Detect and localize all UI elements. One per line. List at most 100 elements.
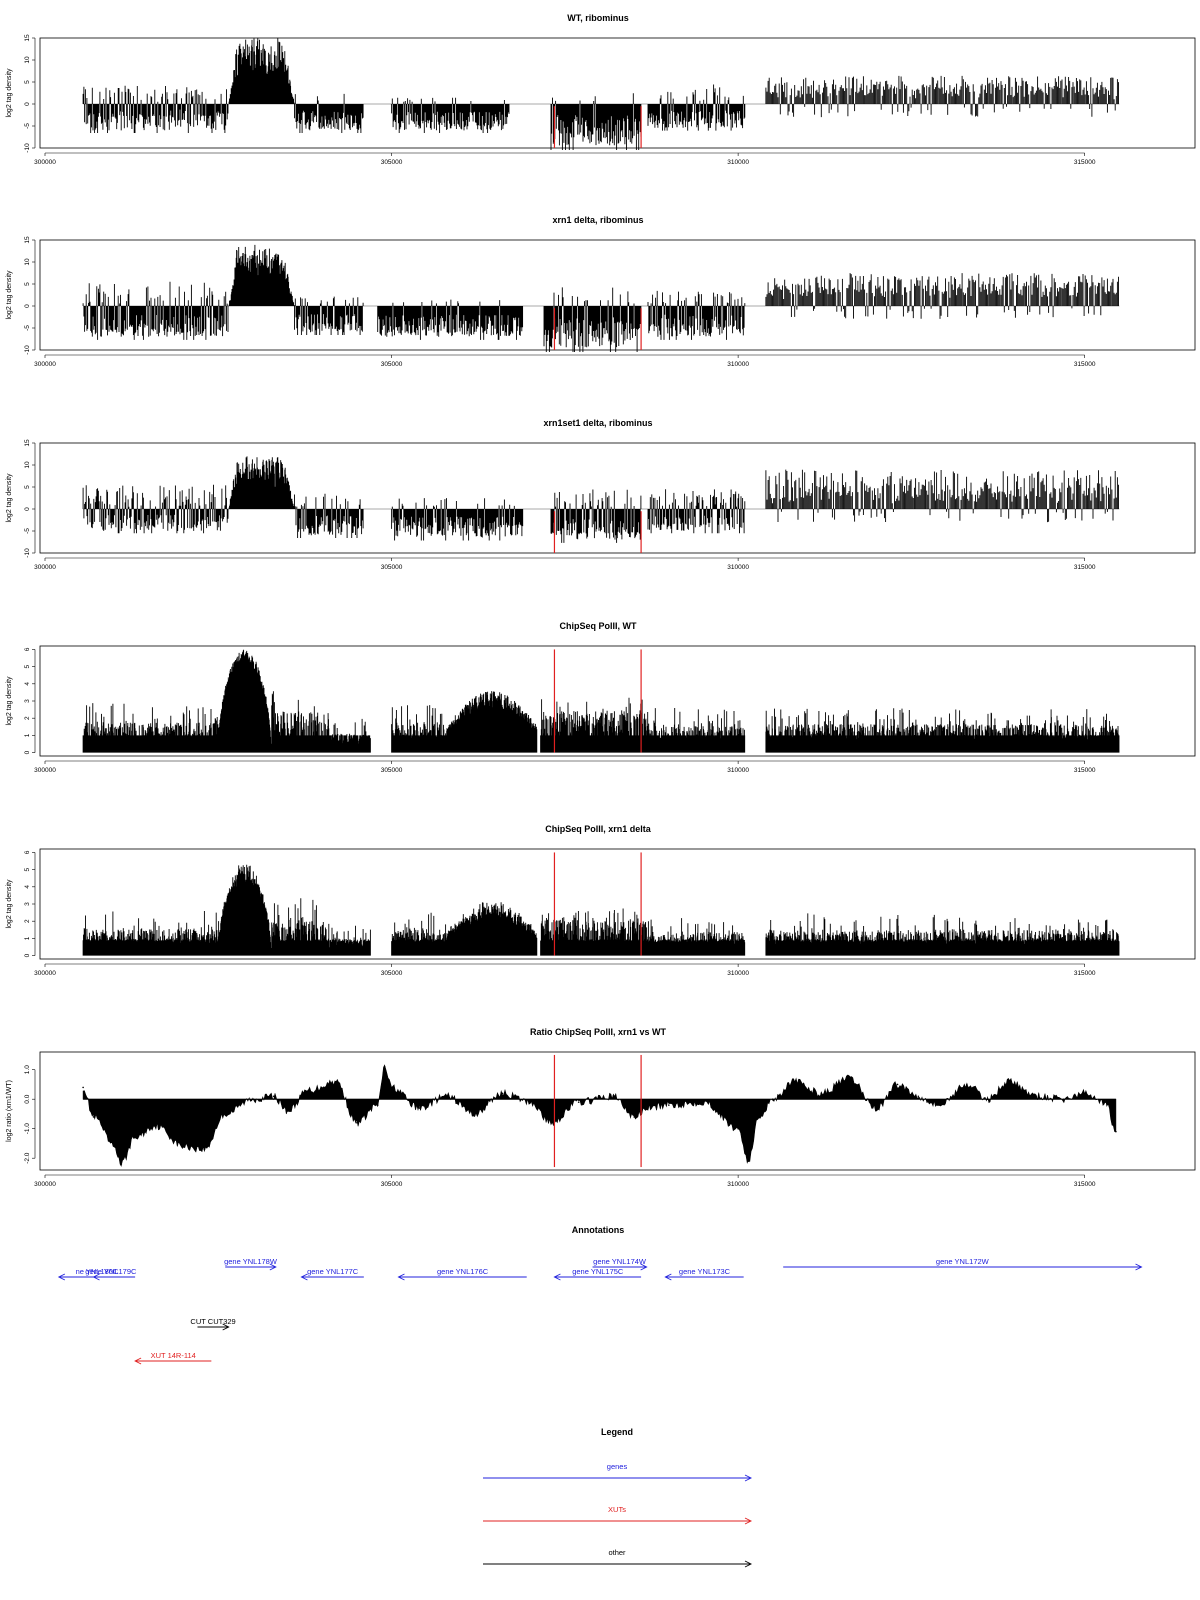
signal-bars [82,38,1119,150]
y-axis-label: log2 tag density [6,68,13,118]
feature-label: gene YNL174W [593,1257,647,1266]
ratio-data-point [896,1083,899,1086]
y-tick-label: 6 [24,850,31,854]
y-tick-label: 3 [24,902,31,906]
x-tick-label: 305000 [381,159,403,166]
x-tick-label: 315000 [1074,767,1096,774]
ratio-data-point [335,1080,337,1083]
ratio-data-point [647,1107,649,1109]
ratio-data-point [529,1101,531,1103]
y-axis-label: log2 tag density [6,270,13,320]
feature-arrowhead [92,1273,100,1281]
feature-arrowhead [57,1273,66,1281]
feature-arrowhead [664,1273,672,1281]
x-tick-label: 300000 [34,361,56,368]
ratio-area [82,1064,1117,1167]
y-tick-label: 0 [24,507,31,511]
ratio-data-point [747,1160,750,1162]
feature-label: XUT 14R-114 [151,1351,196,1360]
feature-arrowhead [300,1273,308,1281]
ratio-data-point [875,1107,878,1109]
plot-frame [39,239,1196,351]
x-tick-label: 315000 [1074,1181,1096,1188]
y-tick-label: 5 [24,282,31,286]
track-panel: 300000 305000 310000 315000 0 1 2 3 4 5 6 log2 tag … [6,621,1196,774]
ratio-data-point [792,1080,795,1083]
ratio-data-point [82,1086,84,1089]
y-tick-label: 5 [24,664,31,668]
feature-arrowhead [1135,1263,1143,1271]
chart-title: Ratio ChipSeq PolII, xrn1 vs WT [530,1027,667,1037]
y-tick-label: 0 [24,750,31,754]
signal-bars [82,456,1119,543]
x-tick-label: 300000 [34,970,56,977]
plot-frame [39,645,1196,757]
ratio-data-point [1035,1095,1037,1098]
signal-bars [82,244,1119,352]
y-tick-label: 4 [24,885,31,889]
y-tick-label: 10 [24,56,31,64]
ratio-data-point [938,1104,940,1106]
y-tick-label: 5 [24,485,31,489]
ratio-data-point [1083,1092,1086,1095]
x-tick-label: 310000 [727,159,749,166]
ratio-data-point [820,1092,823,1095]
y-tick-label: -10 [24,143,31,153]
x-tick-label: 300000 [34,159,56,166]
feature-label: gene YNL178W [224,1257,278,1266]
feature-label: gene YNL175C [572,1267,624,1276]
ratio-data-point [203,1148,206,1151]
ratio-data-point [155,1124,157,1127]
feature-arrowhead [397,1273,405,1281]
track-panel: 300000 305000 310000 315000 -10 -5 0 5 10 15 log2 … [6,215,1196,368]
x-tick-label: 300000 [34,1181,56,1188]
chart-title: ChipSeq PolII, xrn1 delta [545,824,652,834]
y-axis-label: log2 ratio (xrn1/WT) [6,1080,13,1142]
feature-arrowhead [134,1357,142,1365]
y-tick-label: 10 [24,461,31,469]
ratio-data-point [473,1113,476,1115]
ratio-data-point [771,1098,774,1100]
ratio-data-point [501,1092,504,1095]
ratio-data-point [272,1095,275,1098]
y-tick-label: -5 [24,123,31,129]
feature-arrowhead [269,1263,277,1271]
y-tick-label: -2.0 [24,1152,31,1164]
ratio-data-point [224,1113,227,1115]
ratio-data-point [550,1122,552,1124]
ratio-data-point [356,1122,358,1124]
ratio-data-point [986,1098,989,1100]
chart-title: xrn1 delta, ribominus [552,215,643,225]
y-tick-label: 0.0 [24,1094,31,1103]
y-tick-label: 1.0 [24,1065,31,1074]
feature-label: ne YNL180C [76,1267,119,1276]
track-panel: 300000 305000 310000 315000 -10 -5 0 5 10 15 log2 … [6,418,1196,571]
x-tick-label: 315000 [1074,970,1096,977]
y-tick-label: 0 [24,304,31,308]
y-tick-label: -5 [24,325,31,331]
y-axis-label: log2 tag density [6,676,13,726]
ratio-data-point [120,1163,123,1165]
y-tick-label: 0 [24,102,31,106]
x-tick-label: 300000 [34,767,56,774]
y-tick-label: -5 [24,528,31,534]
feature-label: gene YNL177C [307,1267,359,1276]
chart-title: WT, ribominus [567,13,629,23]
ratio-data-point [1104,1101,1107,1103]
ratio-data-point [848,1077,850,1080]
ratio-data-point [577,1101,580,1103]
ratio-data-point [383,1065,386,1068]
legend-arrowhead [744,1517,753,1525]
feature-arrowhead [640,1263,648,1271]
chart-title: ChipSeq PolII, WT [560,621,637,631]
ratio-data-point [446,1095,448,1098]
ratio-data-point [182,1145,185,1148]
y-tick-label: 2 [24,716,31,720]
plot-frame [39,442,1196,554]
y-tick-label: 15 [24,236,31,244]
x-tick-label: 310000 [727,767,749,774]
x-tick-label: 305000 [381,564,403,571]
legend-label: XUTs [608,1505,626,1514]
